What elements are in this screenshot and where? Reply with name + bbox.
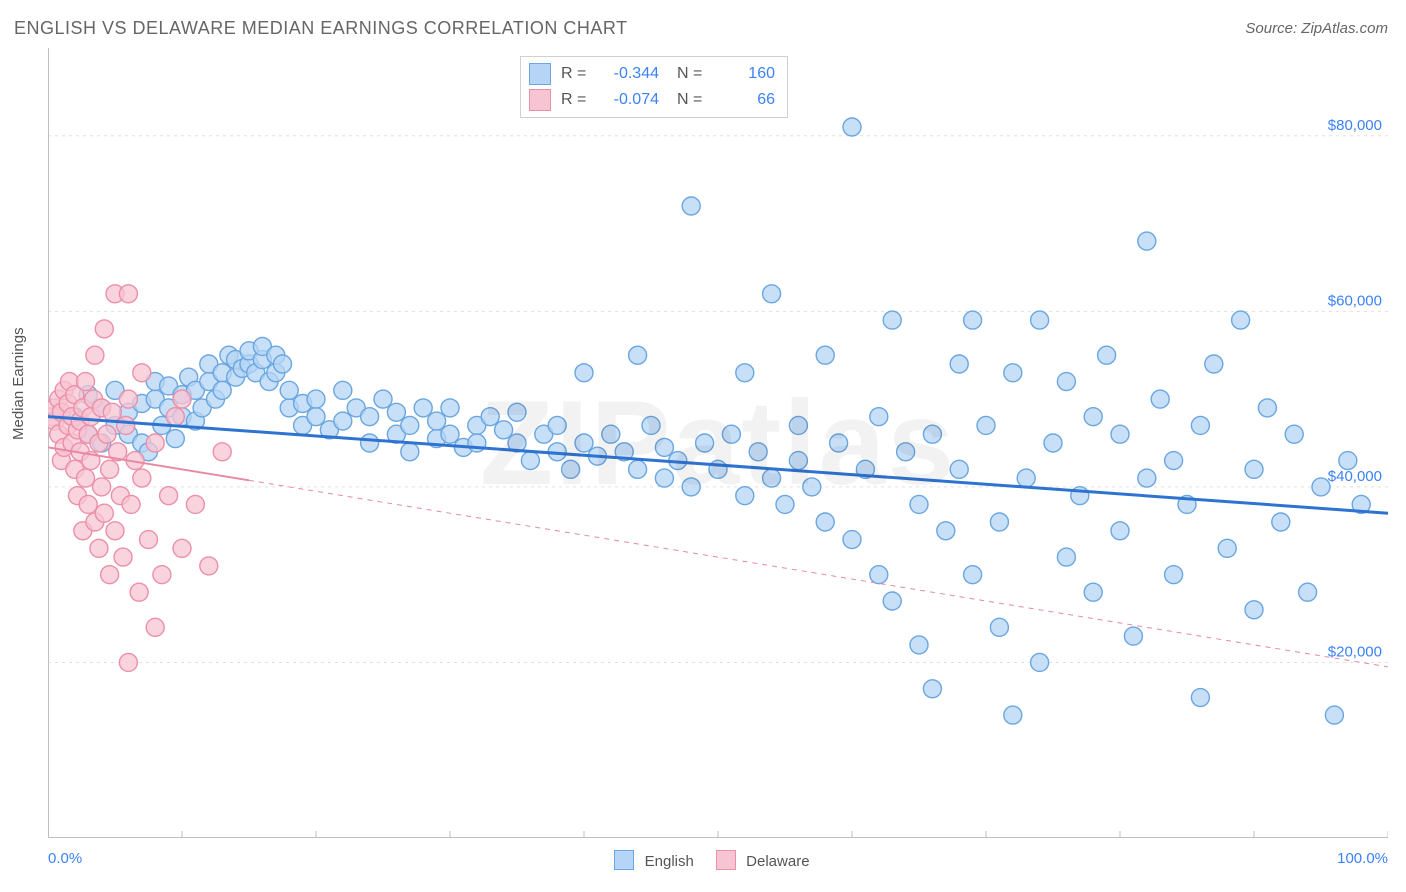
source-attribution: Source: ZipAtlas.com [1245, 20, 1388, 37]
stats-row-delaware: R = -0.074 N = 66 [529, 87, 775, 113]
chart-container: ENGLISH VS DELAWARE MEDIAN EARNINGS CORR… [0, 0, 1406, 892]
svg-text:$80,000: $80,000 [1328, 117, 1382, 134]
stats-swatch-delaware [529, 89, 551, 111]
stats-row-english: R = -0.344 N = 160 [529, 61, 775, 87]
legend-swatch-delaware [716, 850, 736, 870]
stats-legend: R = -0.344 N = 160 R = -0.074 N = 66 [520, 56, 788, 118]
series-legend: English Delaware [0, 850, 1406, 870]
stats-n-value-english: 160 [711, 65, 775, 83]
stats-n-label: N = [677, 65, 711, 83]
scatter-plot-svg: $20,000$40,000$60,000$80,000 [48, 48, 1388, 838]
source-name: ZipAtlas.com [1301, 20, 1388, 37]
legend-label-delaware: Delaware [746, 853, 809, 870]
legend-swatch-english [614, 850, 634, 870]
stats-r-label: R = [561, 91, 595, 109]
stats-r-value-delaware: -0.074 [595, 91, 659, 109]
stats-n-label: N = [677, 91, 711, 109]
stats-r-value-english: -0.344 [595, 65, 659, 83]
legend-label-english: English [645, 853, 694, 870]
svg-text:$60,000: $60,000 [1328, 292, 1382, 309]
stats-swatch-english [529, 63, 551, 85]
svg-text:$40,000: $40,000 [1328, 468, 1382, 485]
stats-n-value-delaware: 66 [711, 91, 775, 109]
y-axis-label: Median Earnings [10, 327, 27, 440]
stats-r-label: R = [561, 65, 595, 83]
chart-title: ENGLISH VS DELAWARE MEDIAN EARNINGS CORR… [14, 18, 628, 39]
plot-area: $20,000$40,000$60,000$80,000 ZIPatlas [48, 48, 1388, 838]
source-prefix: Source: [1245, 20, 1301, 37]
